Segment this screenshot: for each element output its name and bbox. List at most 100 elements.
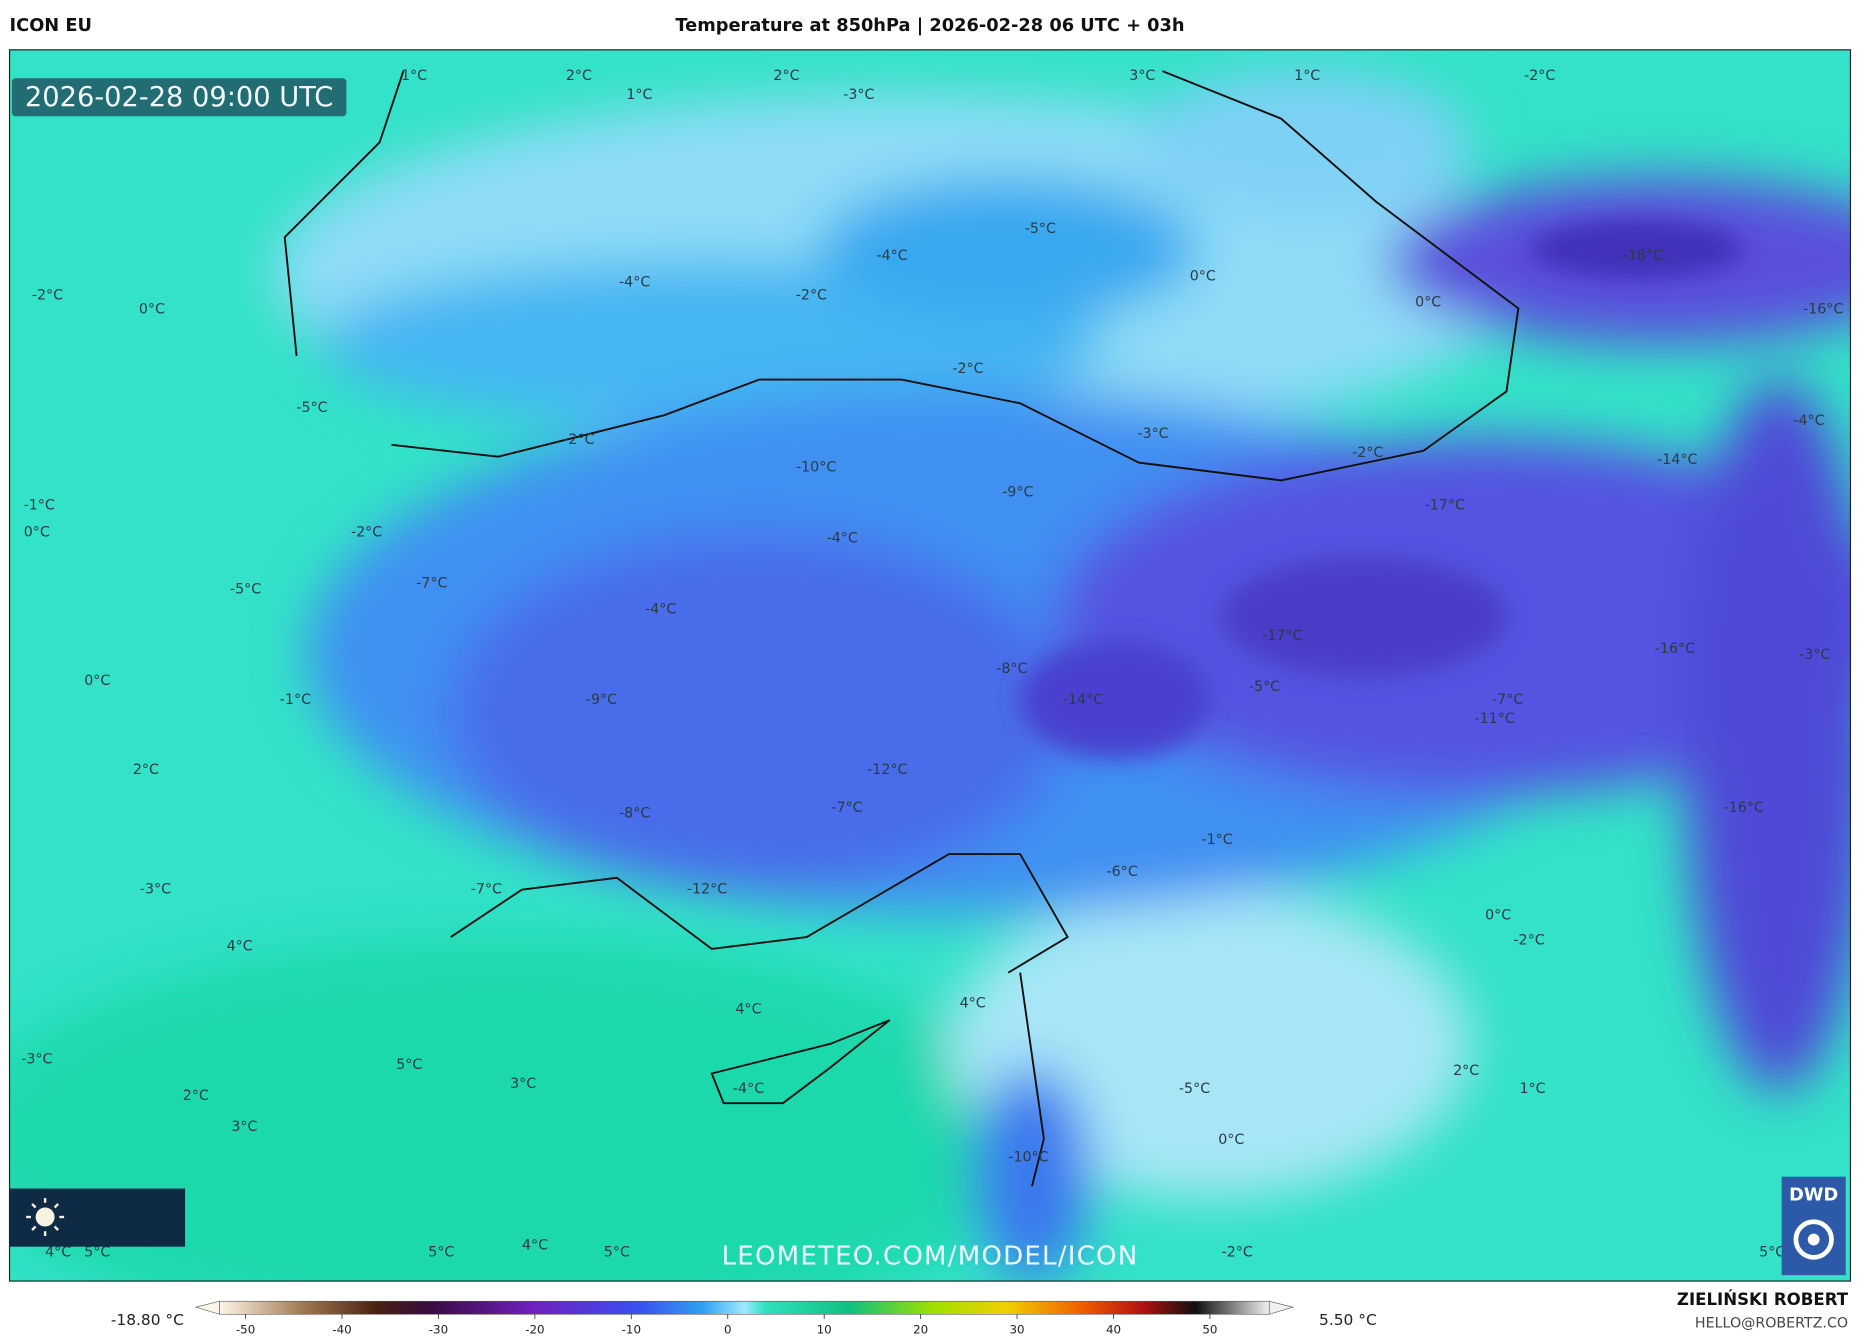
colorbar-tick-label: -50 bbox=[236, 1322, 255, 1336]
temperature-label: -5°C bbox=[296, 400, 327, 416]
dwd-logo-core bbox=[1807, 1233, 1820, 1246]
temperature-label: -1°C bbox=[24, 497, 55, 513]
credits-name: ZIELIŃSKI ROBERT bbox=[1677, 1290, 1849, 1309]
credits-email: HELLO@ROBERTZ.CO bbox=[1695, 1315, 1848, 1331]
temperature-label: -17°C bbox=[1425, 497, 1465, 513]
temperature-label: -8°C bbox=[996, 661, 1027, 677]
temperature-label: -4°C bbox=[619, 274, 650, 290]
temperature-label: 5°C bbox=[428, 1245, 454, 1261]
temperature-label: -3°C bbox=[140, 882, 171, 898]
temperature-label: 4°C bbox=[45, 1245, 71, 1261]
colorbar-tick-label: 20 bbox=[913, 1322, 928, 1336]
temperature-label: 1°C bbox=[1520, 1081, 1546, 1097]
temperature-label: 0°C bbox=[84, 673, 110, 689]
temperature-label: 1°C bbox=[626, 87, 652, 103]
temperature-label: -10°C bbox=[1008, 1150, 1048, 1166]
temperature-label: -9°C bbox=[586, 692, 617, 708]
colorbar-tick-label: -30 bbox=[429, 1322, 448, 1336]
temperature-label: -7°C bbox=[471, 882, 502, 898]
temperature-label: -16°C bbox=[1655, 641, 1695, 657]
temperature-label: -2°C bbox=[1513, 933, 1544, 949]
colorbar-tick-label: 10 bbox=[817, 1322, 832, 1336]
temperature-label: -5°C bbox=[1179, 1081, 1210, 1097]
temperature-label: -5°C bbox=[1025, 221, 1056, 237]
colorbar-tick-label: 50 bbox=[1202, 1322, 1217, 1336]
temperature-label: -2°C bbox=[952, 361, 983, 377]
colorbar-min: -18.80 °C bbox=[111, 1311, 184, 1329]
temperature-label: -2°C bbox=[563, 432, 594, 448]
temperature-label: 1°C bbox=[1294, 68, 1320, 84]
temperature-label: -7°C bbox=[831, 800, 862, 816]
watermark: LEOMETEO.COM/MODEL/ICON bbox=[722, 1241, 1139, 1271]
temperature-label: 0°C bbox=[1415, 294, 1441, 310]
temperature-label: -17°C bbox=[1262, 628, 1302, 644]
dwd-logo-swirl bbox=[1793, 1219, 1834, 1260]
temperature-label: 5°C bbox=[604, 1245, 630, 1261]
temperature-label: 4°C bbox=[960, 996, 986, 1012]
temperature-label: -3°C bbox=[1137, 426, 1168, 442]
cyprus-outline bbox=[710, 1019, 891, 1105]
temperature-label: -8°C bbox=[619, 806, 650, 822]
temperature-label: 4°C bbox=[522, 1237, 548, 1253]
model-name: ICON EU bbox=[10, 15, 92, 36]
map-title: Temperature at 850hPa | 2026-02-28 06 UT… bbox=[675, 15, 1184, 36]
time-box bbox=[11, 78, 347, 117]
map-frame bbox=[8, 49, 1852, 1282]
temperature-label: 0°C bbox=[139, 302, 165, 318]
temperature-label: -2°C bbox=[351, 525, 382, 541]
temperature-label: -16°C bbox=[1724, 800, 1764, 816]
temperature-label: 2°C bbox=[133, 762, 159, 778]
temperature-label: 2°C bbox=[773, 68, 799, 84]
temperature-label: -2°C bbox=[1524, 68, 1555, 84]
temperature-label: -9°C bbox=[1002, 484, 1033, 500]
temperature-label: -5°C bbox=[230, 582, 261, 598]
temperature-label: 5°C bbox=[396, 1057, 422, 1073]
temperature-label: -1°C bbox=[1201, 832, 1232, 848]
temperature-label: -4°C bbox=[645, 602, 676, 618]
dwd-logo-text: DWD bbox=[1789, 1185, 1838, 1206]
temperature-label: 4°C bbox=[227, 939, 253, 955]
temperature-label: 3°C bbox=[1129, 68, 1155, 84]
temperature-label: -2°C bbox=[32, 287, 63, 303]
map: 1°C 2°C 1°C 2°C -3°C 3°C 1°C -2°C -5°C -4°C -4°C -2… bbox=[9, 49, 1851, 1282]
temperature-label: 1°C bbox=[401, 68, 427, 84]
colorbar-tick-label: -40 bbox=[332, 1322, 351, 1336]
temperature-label: -10°C bbox=[796, 459, 836, 475]
temperature-label: -7°C bbox=[416, 576, 447, 592]
temperature-label: 2°C bbox=[183, 1088, 209, 1104]
sun-icon bbox=[35, 1207, 55, 1227]
temperature-label: -18°C bbox=[1623, 248, 1663, 264]
colorbar-max: 5.50 °C bbox=[1319, 1311, 1377, 1329]
temperature-label: -3°C bbox=[21, 1051, 52, 1067]
colorbar-tick-label: 40 bbox=[1106, 1322, 1121, 1336]
temperature-label: -2°C bbox=[796, 287, 827, 303]
temperature-label: -3°C bbox=[843, 87, 874, 103]
temperature-label: 0°C bbox=[1485, 908, 1511, 924]
temperature-label: -11°C bbox=[1474, 711, 1514, 727]
temperature-label: 5°C bbox=[84, 1245, 110, 1261]
colorbar-left-arrow bbox=[194, 1300, 220, 1315]
temperature-label: 5°C bbox=[1759, 1245, 1785, 1261]
colorbar bbox=[219, 1300, 1270, 1315]
temperature-label: -4°C bbox=[1793, 413, 1824, 429]
temperature-labels: 1°C 2°C 1°C 2°C -3°C 3°C 1°C -2°C -5°C -4°C -4°C -2… bbox=[21, 68, 1843, 1261]
temperature-label: -12°C bbox=[687, 882, 727, 898]
colorbar-right-arrow bbox=[1268, 1300, 1295, 1315]
temperature-label: -3°C bbox=[1799, 647, 1830, 663]
colorbar-ticks: -50 -40 -30 -20 -10 0 10 20 30 40 50 bbox=[236, 1314, 1217, 1336]
temperature-label: 0°C bbox=[1190, 268, 1216, 284]
colorbar-tick-label: 30 bbox=[1010, 1322, 1025, 1336]
temperature-label: 2°C bbox=[1453, 1063, 1479, 1079]
cold-cores bbox=[1020, 219, 1744, 760]
temperature-label: -5°C bbox=[1249, 679, 1280, 695]
sun-rays bbox=[26, 1198, 65, 1236]
temperature-label: -4°C bbox=[733, 1081, 764, 1097]
temperature-label: 3°C bbox=[510, 1076, 536, 1092]
colorbar-tick-label: 0 bbox=[724, 1322, 732, 1336]
temperature-label: -12°C bbox=[867, 762, 907, 778]
temperature-label: 4°C bbox=[735, 1001, 761, 1017]
temperature-label: -14°C bbox=[1657, 452, 1697, 468]
temperature-label: 0°C bbox=[24, 525, 50, 541]
